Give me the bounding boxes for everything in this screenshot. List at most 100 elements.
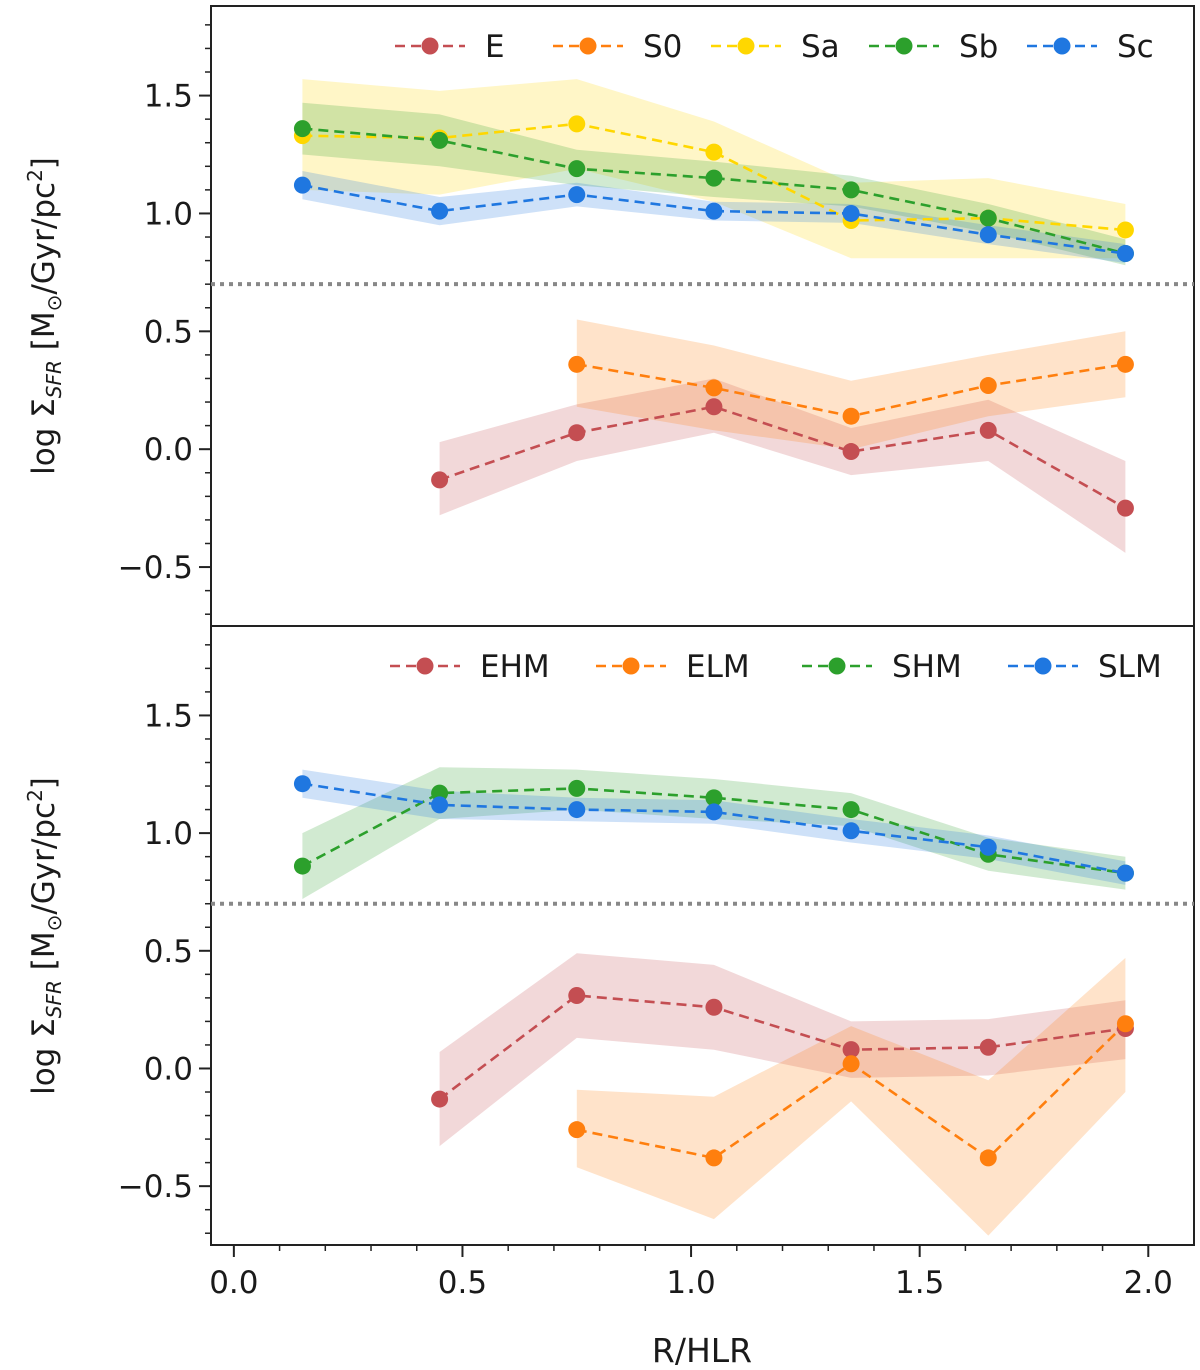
x-tick-label: 1.5	[895, 1265, 944, 1301]
x-axis-label: R/HLR	[652, 1331, 752, 1370]
point-elm	[979, 1149, 997, 1167]
legend-label: SHM	[892, 649, 962, 685]
ylabel-superscript: 2	[23, 169, 47, 182]
y-tick-label: 1.5	[144, 79, 193, 115]
y-tick-label: 1.0	[144, 196, 193, 232]
ylabel-prefix: log Σ	[26, 1018, 62, 1095]
point-shm	[842, 801, 860, 819]
legend-label: Sb	[959, 29, 998, 65]
y-tick-label: 0.0	[144, 432, 193, 468]
point-s0	[979, 377, 997, 395]
point-e	[979, 421, 997, 439]
point-elm	[705, 1149, 723, 1167]
legend-item-slm: SLM	[1008, 649, 1162, 685]
point-ehm	[705, 998, 723, 1016]
legend-label: ELM	[686, 649, 750, 685]
legend-label: EHM	[480, 649, 550, 685]
point-sb	[431, 131, 449, 149]
point-slm	[705, 803, 723, 821]
point-sa	[705, 143, 723, 161]
point-sc	[431, 202, 449, 220]
legend-label: SLM	[1098, 649, 1162, 685]
point-sb	[705, 169, 723, 187]
point-shm	[293, 857, 311, 875]
point-sb	[293, 120, 311, 138]
point-e	[431, 471, 449, 489]
band-e	[439, 378, 1126, 553]
point-s0	[705, 379, 723, 397]
legend-item-ehm: EHM	[390, 649, 550, 685]
point-s0	[842, 407, 860, 425]
point-elm	[568, 1121, 586, 1139]
legend-label: S0	[643, 29, 682, 65]
legend-item-sa: Sa	[711, 29, 840, 65]
legend-marker	[1034, 657, 1052, 675]
y-tick-label: 0.5	[144, 934, 193, 970]
legend-item-sc: Sc	[1027, 29, 1154, 65]
point-s0	[1116, 355, 1134, 373]
point-sc	[842, 204, 860, 222]
point-s0	[568, 355, 586, 373]
ylabel-unit: /Gyr/pc	[26, 182, 62, 295]
ylabel-sun-symbol: ⊙	[42, 295, 66, 312]
point-shm	[431, 784, 449, 802]
point-slm	[431, 796, 449, 814]
bottom-panel: −0.5 0.0 0.5 1.0 1.5 0.0 0.5 1.0 1.5 2.0 EHM ELM SHM…	[118, 644, 1194, 1301]
point-e	[842, 443, 860, 461]
point-sc	[1116, 245, 1134, 263]
legend-label: E	[485, 29, 505, 65]
point-ehm	[979, 1038, 997, 1056]
band-shm	[302, 767, 1126, 899]
point-elm	[1116, 1015, 1134, 1033]
y-tick-label: 1.0	[144, 816, 193, 852]
point-sc	[705, 202, 723, 220]
x-tick-label: 0.5	[438, 1265, 487, 1301]
top-panel-ylabel: log ΣSFR [M⊙/Gyr/pc2]	[23, 157, 66, 475]
legend-item-e: E	[395, 29, 505, 65]
point-shm	[568, 779, 586, 797]
ylabel-close: ]	[26, 157, 62, 169]
y-tick-label: 1.5	[144, 698, 193, 734]
legend-label: Sa	[801, 29, 840, 65]
point-e	[705, 398, 723, 416]
legend-marker	[828, 657, 846, 675]
point-sb	[979, 209, 997, 227]
y-tick-label: −0.5	[118, 550, 193, 586]
ylabel-sun-symbol: ⊙	[42, 915, 66, 932]
top-panel: −0.5 0.0 0.5 1.0 1.5 E S0 Sa Sb Sc	[118, 24, 1194, 615]
point-sc	[979, 226, 997, 244]
legend-item-shm: SHM	[802, 649, 962, 685]
x-tick-label: 1.0	[666, 1265, 715, 1301]
point-slm	[842, 822, 860, 840]
series-line-e	[439, 405, 1127, 510]
legend-marker	[421, 37, 439, 55]
point-sb	[842, 181, 860, 199]
series-line-ehm	[438, 994, 1126, 1101]
point-e	[568, 424, 586, 442]
point-sb	[568, 160, 586, 178]
point-shm	[705, 789, 723, 807]
y-tick-label: 0.5	[144, 314, 193, 350]
ylabel-unit: /Gyr/pc	[26, 802, 62, 915]
legend-marker	[622, 657, 640, 675]
point-e	[1116, 499, 1134, 517]
legend-item-elm: ELM	[596, 649, 750, 685]
band-s0	[576, 319, 1126, 450]
ylabel-subscript: SFR	[42, 360, 66, 398]
bottom-panel-frame	[210, 625, 1195, 1246]
point-ehm	[431, 1090, 449, 1108]
legend-marker	[737, 37, 755, 55]
legend-marker	[416, 657, 434, 675]
point-slm	[1116, 864, 1134, 882]
legend-item-sb: Sb	[869, 29, 998, 65]
ylabel-mid: [M	[26, 311, 62, 360]
point-slm	[568, 801, 586, 819]
y-tick-label: −0.5	[118, 1169, 193, 1205]
x-tick-label: 0.0	[209, 1265, 258, 1301]
point-elm	[842, 1055, 860, 1073]
y-tick-label: 0.0	[144, 1051, 193, 1087]
ylabel-prefix: log Σ	[26, 398, 62, 475]
point-ehm	[842, 1041, 860, 1059]
ylabel-close: ]	[26, 777, 62, 789]
